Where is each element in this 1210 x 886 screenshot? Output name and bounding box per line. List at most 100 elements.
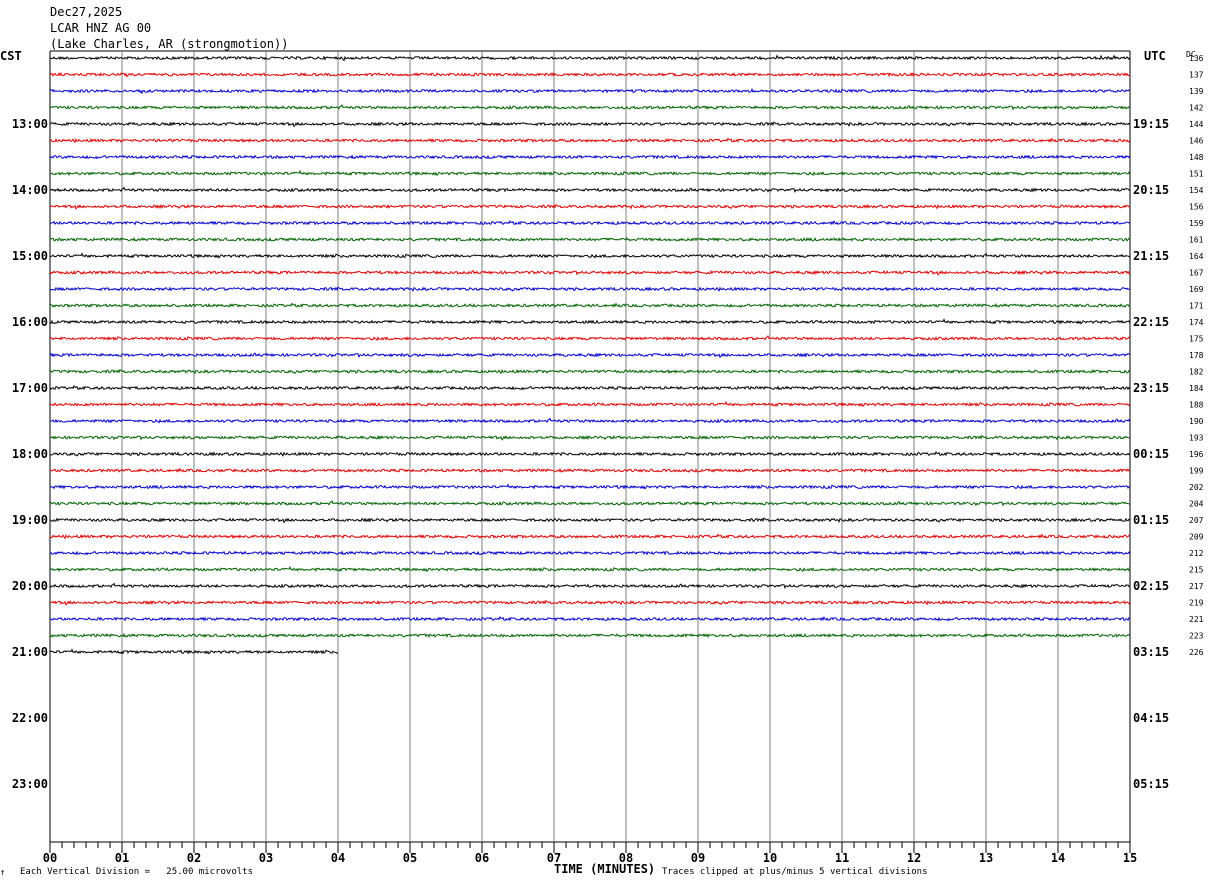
trace-row-30 (49, 550, 1131, 556)
trace-row-0 (49, 54, 1131, 62)
trace-row-8 (49, 186, 1131, 194)
left-hour-label: 18:00 (12, 447, 48, 461)
x-tick-label: 01 (115, 851, 129, 865)
left-hour-label: 23:00 (12, 777, 48, 791)
dc-offset-label: 215 (1189, 566, 1204, 575)
dc-offset-label: 151 (1189, 170, 1204, 179)
right-hour-label: 20:15 (1133, 183, 1169, 197)
right-hour-label: 21:15 (1133, 249, 1169, 263)
trace-row-19 (49, 368, 1131, 375)
left-hour-label: 21:00 (12, 645, 48, 659)
dc-offset-label: 156 (1189, 203, 1204, 212)
scale-note: Each Vertical Division = 25.00 microvolt… (20, 867, 253, 877)
trace-row-35 (49, 632, 1131, 639)
trace-row-33 (49, 599, 1131, 606)
trace-row-16 (49, 318, 1131, 325)
dc-offset-label: 136 (1189, 54, 1204, 63)
left-hour-label: 15:00 (12, 249, 48, 263)
trace-row-17 (49, 335, 1131, 341)
dc-offset-label: 219 (1189, 599, 1204, 608)
right-hour-label: 03:15 (1133, 645, 1169, 659)
trace-row-32 (49, 582, 1131, 590)
right-hour-label: 19:15 (1133, 117, 1169, 131)
trace-row-10 (49, 219, 1131, 226)
dc-offset-label: 226 (1189, 648, 1204, 657)
trace-row-26 (49, 483, 1131, 490)
x-tick-label: 14 (1051, 851, 1065, 865)
dc-offset-label: 144 (1189, 120, 1204, 129)
trace-row-18 (49, 352, 1131, 359)
dc-offset-label: 188 (1189, 401, 1204, 410)
x-tick-label: 07 (547, 851, 561, 865)
trace-row-36 (49, 648, 339, 655)
dc-offset-label: 221 (1189, 615, 1204, 624)
right-hour-label: 22:15 (1133, 315, 1169, 329)
x-tick-label: 10 (763, 851, 777, 865)
x-tick-label: 00 (43, 851, 57, 865)
trace-row-28 (49, 517, 1131, 524)
dc-offset-label: 174 (1189, 318, 1204, 327)
trace-row-24 (49, 451, 1131, 457)
x-tick-label: 15 (1123, 851, 1137, 865)
trace-row-9 (50, 203, 1131, 210)
trace-row-7 (49, 169, 1131, 177)
right-hour-label: 23:15 (1133, 381, 1169, 395)
dc-offset-label: 196 (1189, 450, 1204, 459)
x-tick-label: 06 (475, 851, 489, 865)
dc-offset-label: 154 (1189, 186, 1204, 195)
dc-offset-label: 175 (1189, 335, 1204, 344)
trace-row-34 (50, 615, 1131, 622)
x-tick-label: 05 (403, 851, 417, 865)
dc-offset-label: 142 (1189, 104, 1204, 113)
right-hour-label: 00:15 (1133, 447, 1169, 461)
trace-row-27 (49, 500, 1131, 507)
trace-row-20 (49, 384, 1131, 391)
right-hour-label: 01:15 (1133, 513, 1169, 527)
trace-row-3 (49, 104, 1131, 111)
trace-row-12 (49, 252, 1131, 259)
right-hour-label: 04:15 (1133, 711, 1169, 725)
dc-offset-label: 169 (1189, 285, 1204, 294)
right-hour-label: 02:15 (1133, 579, 1169, 593)
date-label: Dec27,2025 (50, 5, 123, 19)
dc-offset-label: 159 (1189, 219, 1204, 228)
dc-offset-label: 209 (1189, 533, 1204, 542)
x-tick-label: 09 (691, 851, 705, 865)
trace-row-11 (49, 236, 1131, 243)
dc-offset-label: 178 (1189, 351, 1204, 360)
dc-offset-label: 167 (1189, 269, 1204, 278)
dc-offset-label: 193 (1189, 434, 1204, 443)
x-tick-label: 03 (259, 851, 273, 865)
left-hour-label: 17:00 (12, 381, 48, 395)
trace-row-23 (49, 434, 1131, 441)
trace-row-1 (49, 71, 1131, 78)
left-hour-label: 22:00 (12, 711, 48, 725)
right-hour-label: 05:15 (1133, 777, 1169, 791)
trace-row-29 (49, 533, 1131, 540)
dc-label: DC (1186, 50, 1196, 59)
dc-offset-label: 146 (1189, 137, 1204, 146)
left-timezone-label: CST (0, 49, 22, 63)
trace-row-4 (49, 121, 1131, 128)
trace-row-5 (49, 137, 1131, 144)
clip-note: Traces clipped at plus/minus 5 vertical … (662, 867, 928, 877)
dc-offset-label: 148 (1189, 153, 1204, 162)
left-hour-label: 14:00 (12, 183, 48, 197)
trace-row-13 (49, 269, 1131, 276)
x-tick-label: 13 (979, 851, 993, 865)
dc-offset-label: 204 (1189, 500, 1204, 509)
dc-offset-label: 184 (1189, 384, 1204, 393)
dc-offset-label: 212 (1189, 549, 1204, 558)
dc-offset-label: 164 (1189, 252, 1204, 261)
left-hour-label: 19:00 (12, 513, 48, 527)
dc-offset-label: 199 (1189, 467, 1204, 476)
station-label: LCAR HNZ AG 00 (50, 21, 152, 35)
x-tick-label: 08 (619, 851, 633, 865)
dc-offset-label: 202 (1189, 483, 1204, 492)
x-tick-label: 04 (331, 851, 345, 865)
x-tick-label: 02 (187, 851, 201, 865)
dc-offset-label: 137 (1189, 71, 1204, 80)
trace-row-14 (49, 286, 1131, 292)
corner-mark: ↑ (0, 868, 6, 878)
